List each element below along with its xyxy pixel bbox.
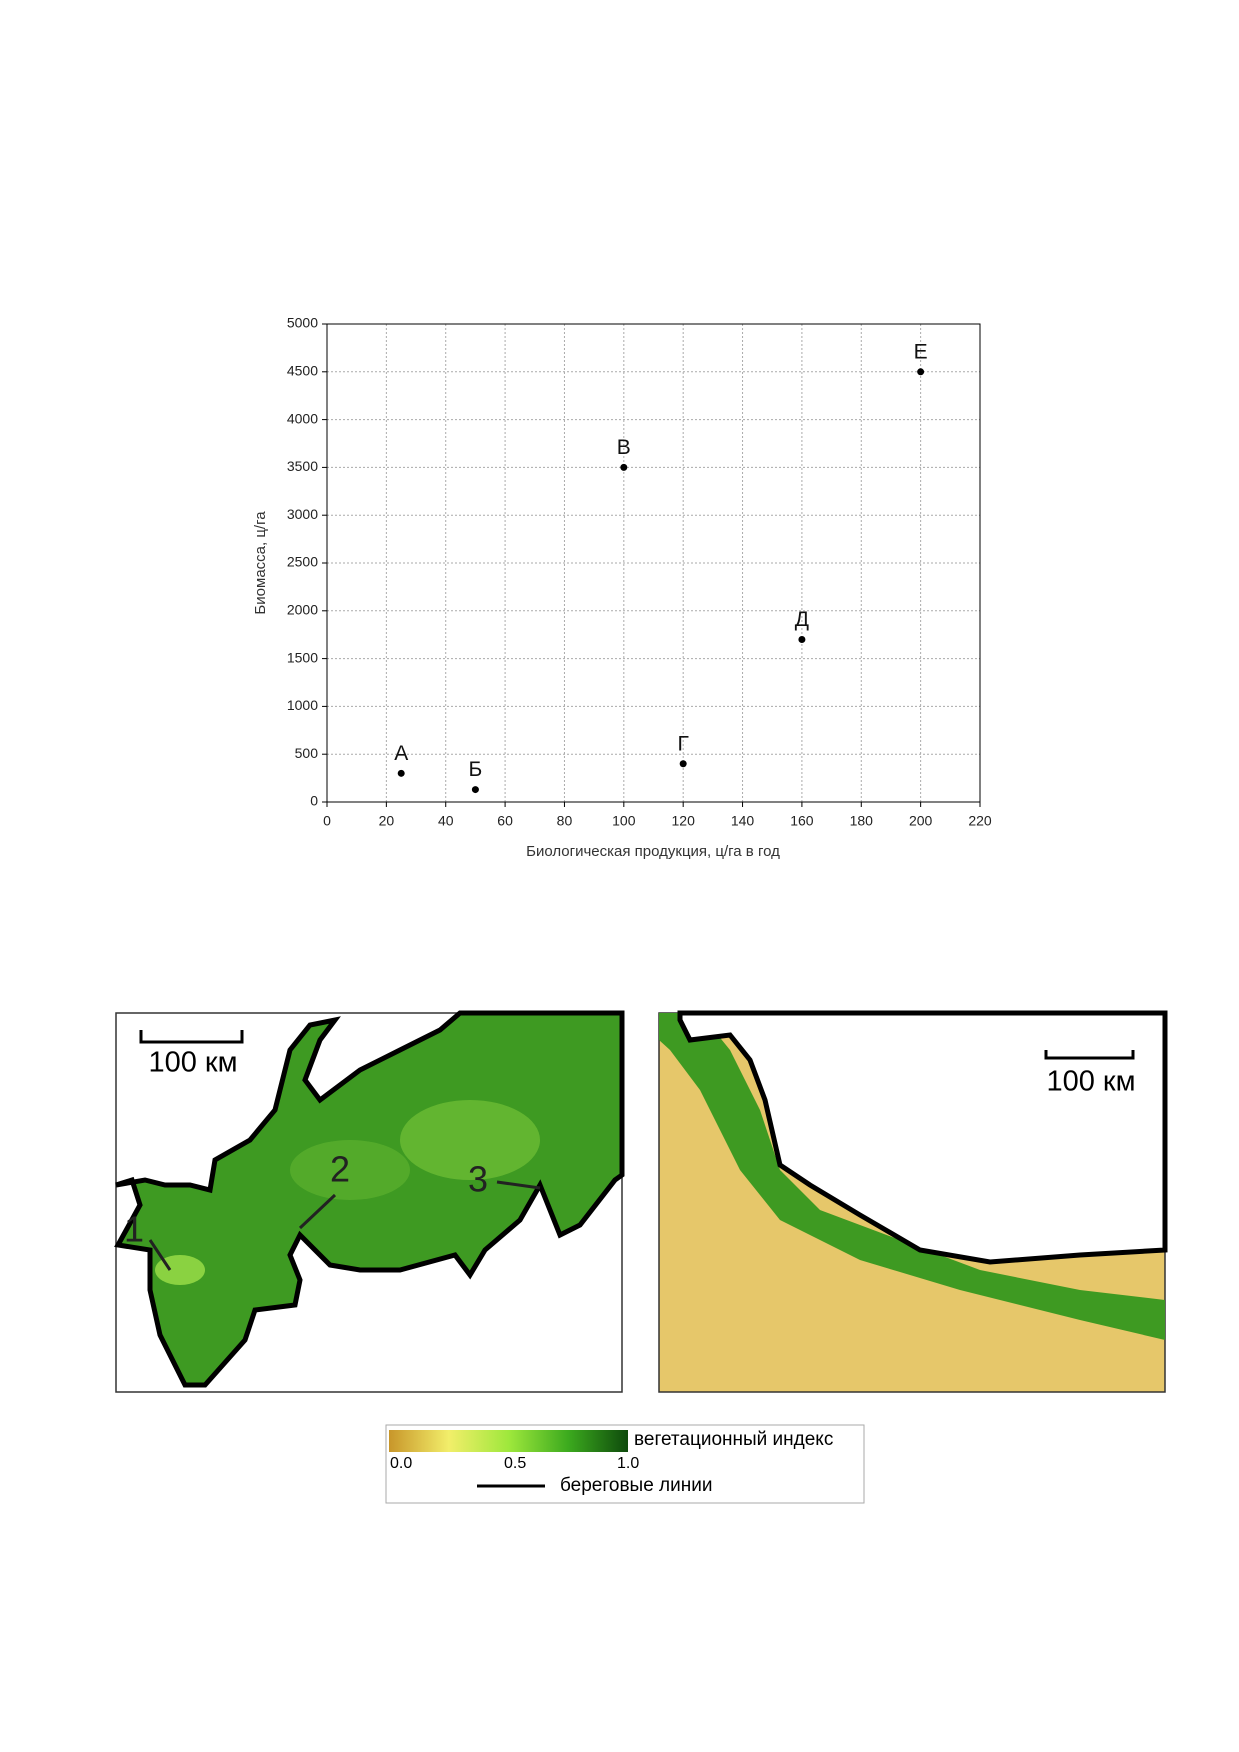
y-tick-label: 1000	[287, 697, 318, 713]
y-tick-label: 0	[310, 793, 318, 809]
colorbar-tick: 1.0	[617, 1455, 639, 1472]
scale-bar	[139, 1030, 244, 1044]
point	[917, 368, 925, 376]
y-tick-label: 4000	[287, 410, 318, 426]
y-tick-label: 4500	[287, 363, 318, 379]
x-tick-label: 160	[790, 813, 814, 829]
colorbar	[389, 1430, 628, 1452]
x-tick-label: 20	[379, 813, 395, 829]
x-tick-label: 0	[323, 813, 331, 829]
x-tick-label: 140	[731, 813, 755, 829]
point-label: А	[394, 742, 408, 765]
right-map: 100 км	[658, 1010, 1168, 1393]
y-tick-label: 3000	[287, 506, 318, 522]
marker-label: 2	[330, 1149, 350, 1190]
point-label: Г	[677, 732, 688, 755]
point	[471, 786, 479, 794]
point	[397, 769, 405, 777]
point	[620, 463, 628, 471]
left-map: 100 км 1 2 3	[114, 1010, 625, 1393]
legend: вегетационный индекс 0.0 0.5 1.0 берегов…	[385, 1424, 865, 1504]
y-tick-label: 2000	[287, 602, 318, 618]
x-tick-label: 80	[557, 813, 573, 829]
marker-label: 1	[124, 1209, 144, 1250]
x-tick-label: 100	[612, 813, 636, 829]
point-label: Д	[795, 608, 809, 631]
x-tick-label: 180	[850, 813, 874, 829]
colorbar-tick: 0.5	[504, 1455, 526, 1472]
point-label: В	[617, 436, 631, 459]
point	[679, 760, 687, 768]
y-tick-label: 1500	[287, 649, 318, 665]
colorbar-tick: 0.0	[390, 1455, 412, 1472]
scale-bg	[140, 1030, 250, 1048]
bright-area	[155, 1255, 205, 1285]
sea	[677, 1010, 1168, 1265]
scatter-chart: 0 20 40 60 80 100 120 140 160 180 200 220 0 500 1000 15…	[287, 315, 992, 829]
plot-border	[326, 323, 981, 803]
y-tick-label: 2500	[287, 554, 318, 570]
bright-area	[290, 1140, 410, 1200]
point-label: Б	[469, 758, 483, 781]
y-tick-label: 500	[295, 745, 319, 761]
legend-label: береговые линии	[560, 1475, 712, 1496]
marker-arrow	[148, 1180, 541, 1271]
scale-bar	[1044, 1050, 1135, 1060]
point-label: Е	[914, 340, 928, 363]
x-tick-label: 40	[438, 813, 454, 829]
x-axis-label: Биологическая продукция, ц/га в год	[526, 843, 780, 860]
scale-label: 100 км	[1046, 1066, 1135, 1098]
y-tick-label: 3500	[287, 458, 318, 474]
x-tick-label: 60	[497, 813, 513, 829]
scale-label: 100 км	[148, 1047, 237, 1079]
x-tick-label: 200	[909, 813, 933, 829]
vegetation-strip	[659, 1013, 1165, 1340]
y-axis-label: Биомасса, ц/га	[252, 511, 269, 615]
point	[798, 635, 806, 643]
marker-label: 3	[468, 1159, 488, 1200]
x-tick-label: 120	[672, 813, 696, 829]
x-tick-label: 220	[968, 813, 992, 829]
legend-label: вегетационный индекс	[634, 1429, 833, 1450]
y-tick-label: 5000	[287, 315, 318, 331]
bright-area	[400, 1100, 540, 1180]
